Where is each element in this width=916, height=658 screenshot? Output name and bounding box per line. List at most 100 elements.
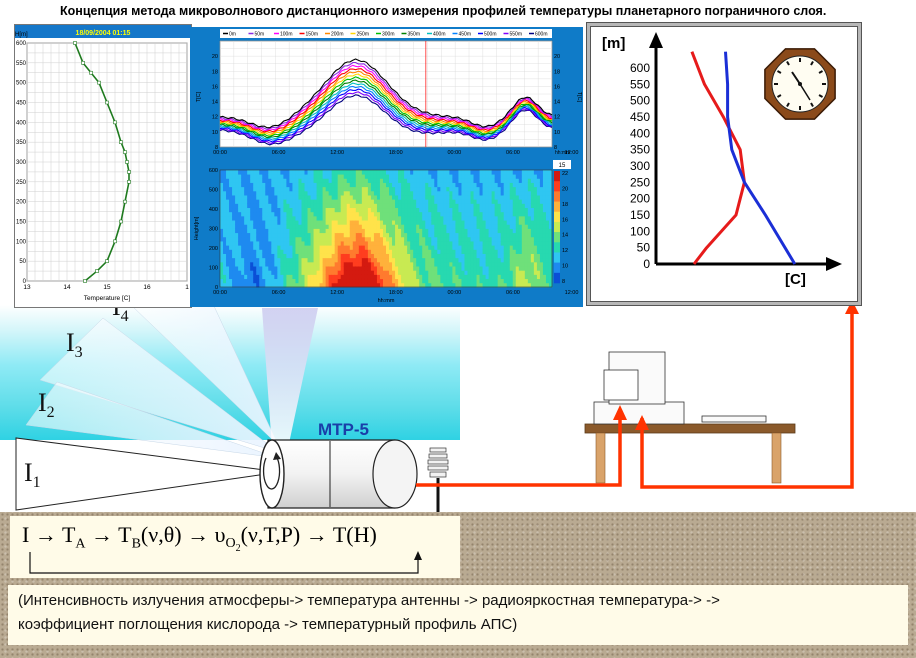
heatmap-cell bbox=[232, 174, 236, 179]
heatmap-cell bbox=[295, 274, 299, 280]
heatmap-cell bbox=[401, 170, 405, 175]
heatmap-cell bbox=[545, 182, 550, 188]
heatmap-cell bbox=[244, 241, 248, 246]
heatmap-cell bbox=[223, 211, 227, 217]
colorbar-swatch bbox=[554, 232, 560, 243]
heatmap-cell bbox=[437, 232, 441, 238]
heatmap-cell bbox=[389, 182, 393, 188]
heatmap-cell bbox=[434, 274, 438, 280]
heatmap-cell bbox=[313, 220, 317, 225]
heatmap-cell bbox=[241, 186, 245, 192]
heatmap-cell bbox=[238, 261, 242, 267]
heatmap-cell bbox=[479, 253, 483, 259]
heatmap-cell bbox=[485, 170, 490, 175]
heatmap-cell bbox=[226, 199, 230, 204]
heatmap-cell bbox=[241, 224, 245, 229]
heatmap-cell bbox=[476, 261, 480, 267]
heatmap-cell bbox=[358, 257, 363, 263]
heatmap-cell bbox=[500, 278, 505, 284]
heatmap-cell bbox=[310, 186, 314, 192]
heatmap-cell bbox=[476, 228, 480, 234]
heatmap-cell bbox=[325, 211, 330, 217]
heatmap-cell bbox=[419, 261, 423, 267]
heatmap-cell bbox=[449, 249, 453, 254]
heatmap-cell bbox=[503, 224, 508, 229]
heatmap-cell bbox=[376, 178, 381, 183]
heatmap-cell bbox=[349, 174, 354, 179]
heatmap-cell bbox=[355, 215, 360, 221]
heatmap-cell bbox=[352, 195, 357, 200]
heatmap-cell bbox=[521, 178, 526, 183]
heatmap-cell bbox=[316, 182, 320, 188]
heatmap-cell bbox=[446, 178, 450, 183]
heatmap-cell bbox=[271, 211, 275, 217]
heatmap-cell bbox=[461, 195, 465, 200]
heatmap-cell bbox=[355, 257, 360, 263]
heatmap-cell bbox=[413, 278, 417, 284]
heatmap-cell bbox=[404, 207, 408, 213]
heatmap-cell bbox=[355, 270, 360, 275]
profile-point bbox=[119, 140, 123, 144]
heatmap-cell bbox=[521, 195, 526, 200]
heatmap-cell bbox=[349, 178, 354, 183]
heatmap-cell bbox=[238, 253, 242, 259]
heatmap-cell bbox=[407, 278, 411, 284]
heatmap-cell bbox=[446, 174, 450, 179]
heatmap-cell bbox=[337, 282, 342, 288]
profile-point bbox=[119, 219, 123, 224]
heatmap-cell bbox=[440, 195, 444, 200]
heatmap-cell bbox=[250, 186, 254, 192]
heatmap-cell bbox=[461, 211, 465, 217]
heatmap-cell bbox=[343, 220, 348, 225]
heatmap-cell bbox=[355, 232, 360, 238]
heatmap-cell bbox=[527, 211, 532, 217]
heatmap-cell bbox=[232, 195, 236, 200]
heatmap-cell bbox=[340, 249, 345, 254]
heatmap-cell bbox=[379, 245, 384, 250]
heatmap-cell bbox=[476, 257, 480, 263]
heatmap-cell bbox=[319, 186, 324, 192]
x-axis-label: Temperature [C] bbox=[84, 295, 131, 302]
heatmap-cell bbox=[343, 236, 348, 242]
heatmap-cell bbox=[325, 249, 330, 254]
heatmap-cell bbox=[386, 249, 390, 254]
heatmap-cell bbox=[443, 203, 447, 209]
heatmap-cell bbox=[226, 261, 230, 267]
heatmap-cell bbox=[298, 220, 302, 225]
heatmap-cell bbox=[379, 282, 384, 288]
heatmap-cell bbox=[458, 224, 462, 229]
heatmap-cell bbox=[524, 261, 529, 267]
heatmap-cell bbox=[482, 278, 486, 284]
heatmap-cell bbox=[392, 261, 396, 267]
heatmap-cell bbox=[295, 228, 299, 234]
heatmap-cell bbox=[512, 236, 517, 242]
heatmap-cell bbox=[467, 278, 471, 284]
y-tick-label: 50 bbox=[19, 259, 26, 265]
heatmap-cell bbox=[512, 170, 517, 175]
heatmap-cell bbox=[328, 207, 333, 213]
heatmap-cell bbox=[223, 257, 227, 263]
heatmap-cell bbox=[548, 261, 553, 267]
heatmap-cell bbox=[235, 190, 239, 196]
heatmap-cell bbox=[316, 270, 320, 275]
heatmap-cell bbox=[410, 270, 414, 275]
y-tick-label: 50 bbox=[637, 241, 651, 255]
heatmap-cell bbox=[355, 278, 360, 284]
heatmap-cell bbox=[548, 215, 553, 221]
heatmap-cell bbox=[497, 282, 502, 288]
heatmap-cell bbox=[449, 266, 453, 271]
heatmap-cell bbox=[500, 178, 505, 183]
heatmap-cell bbox=[446, 274, 450, 280]
heatmap-cell bbox=[256, 195, 260, 200]
heatmap-cell bbox=[389, 178, 393, 183]
heatmap-cell bbox=[434, 236, 438, 242]
heatmap-cell bbox=[223, 186, 227, 192]
legend-label: 200m bbox=[331, 32, 344, 38]
heatmap-cell bbox=[337, 186, 342, 192]
heatmap-cell bbox=[452, 253, 456, 259]
heatmap-cell bbox=[461, 270, 465, 275]
heatmap-cell bbox=[536, 257, 541, 263]
heatmap-cell bbox=[533, 274, 538, 280]
heatmap-cell bbox=[223, 266, 227, 271]
heatmap-cell bbox=[256, 274, 260, 280]
